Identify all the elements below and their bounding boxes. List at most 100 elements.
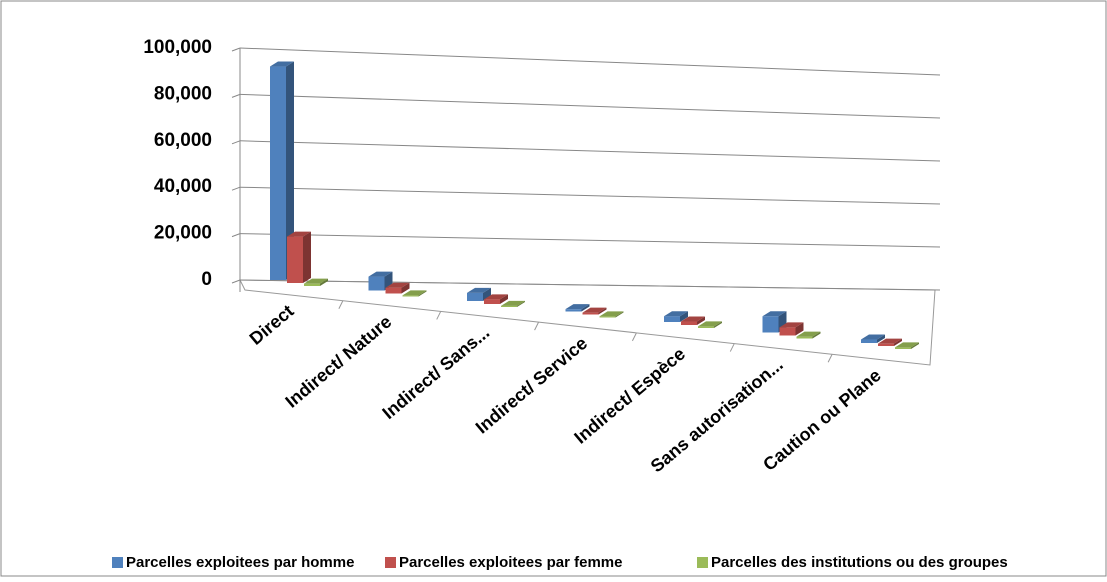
y-tick [231, 47, 241, 52]
grid-line [239, 186, 941, 205]
bar-side [714, 321, 722, 328]
x-tick [338, 300, 344, 309]
y-tick-label: 80,000 [154, 83, 212, 104]
bar-top [467, 287, 491, 293]
bar-top [779, 322, 804, 328]
grid-line [239, 233, 941, 248]
bar-top [304, 278, 328, 284]
y-tick [231, 279, 241, 284]
bar-top [582, 307, 607, 313]
grid-line [239, 140, 941, 162]
bar-front [878, 343, 894, 346]
x-tick [827, 354, 833, 363]
bar [861, 334, 885, 343]
bar-front [501, 305, 517, 307]
bar-side [894, 338, 902, 346]
bar-front [599, 316, 616, 318]
bar-front [385, 287, 402, 294]
bar-front [467, 292, 483, 301]
bar-top [878, 338, 902, 344]
bar-side [418, 290, 427, 297]
bar-front [582, 312, 599, 315]
bar [287, 231, 311, 283]
bar-side [795, 322, 804, 336]
bar [467, 287, 491, 301]
bar-side [517, 300, 525, 307]
y-tick-label: 40,000 [154, 176, 212, 197]
legend-label: Parcelles exploitees par homme [126, 554, 354, 571]
bar-side [320, 278, 328, 286]
bar-side [911, 342, 919, 349]
bar-top [287, 231, 311, 237]
bar [779, 322, 804, 336]
bar-top [664, 311, 688, 317]
y-tick-label: 60,000 [154, 130, 212, 151]
bar-front [681, 321, 697, 325]
grid-line [239, 47, 941, 76]
bar-side [598, 307, 607, 315]
bar-front [762, 316, 779, 333]
bar [501, 300, 525, 307]
bar [895, 342, 919, 349]
bar-front [287, 236, 303, 283]
bar-front [565, 309, 582, 312]
bar [402, 290, 427, 297]
bar-top [270, 61, 294, 67]
bar [698, 321, 722, 328]
bar [304, 278, 328, 286]
bar-front [664, 316, 680, 322]
bar-side [286, 61, 294, 281]
bar-top [484, 294, 508, 300]
bar-top [861, 334, 885, 340]
y-tick [231, 93, 241, 98]
bar [796, 331, 821, 339]
bar-front [270, 66, 286, 280]
bar-top [681, 316, 705, 322]
y-tick-label: 100,000 [143, 37, 212, 58]
bar [664, 311, 688, 322]
bar [599, 311, 624, 318]
bar-side [812, 331, 821, 339]
bar-front [861, 339, 877, 343]
bar-side [303, 231, 311, 283]
bar-side [401, 282, 410, 294]
y-tick-label: 0 [201, 269, 212, 290]
bar [582, 307, 607, 315]
bar-top [599, 311, 624, 317]
bar-side [680, 311, 688, 322]
bar-side [615, 311, 624, 318]
bar [270, 61, 294, 281]
legend-label: Parcelles des institutions ou des groupe… [711, 554, 1008, 571]
grid-line [239, 279, 941, 291]
bar-top [385, 282, 410, 288]
y-tick-label: 20,000 [154, 223, 212, 244]
bar-front [402, 295, 419, 297]
x-tick [534, 321, 540, 331]
bar-top [368, 271, 393, 277]
bar-top [501, 300, 525, 306]
legend-swatch [697, 557, 708, 568]
legend-swatch [385, 557, 396, 568]
bar-front [368, 276, 385, 291]
bar-top [895, 342, 919, 348]
bar-side [877, 334, 885, 343]
y-tick [231, 186, 241, 191]
y-tick [231, 140, 241, 145]
bar [368, 271, 393, 291]
bar-front [304, 283, 320, 286]
bar [565, 304, 590, 312]
bar-top [762, 311, 787, 317]
x-tick [631, 332, 637, 342]
bar-side [483, 287, 491, 301]
bar-top [402, 290, 427, 296]
bar-front [779, 327, 796, 336]
bar-side [500, 294, 508, 304]
bar-front [698, 326, 714, 328]
legend-label: Parcelles exploitees par femme [399, 554, 622, 571]
bar [484, 294, 508, 304]
bar [385, 282, 410, 294]
bar-side [697, 316, 705, 325]
legend-swatch [112, 557, 123, 568]
